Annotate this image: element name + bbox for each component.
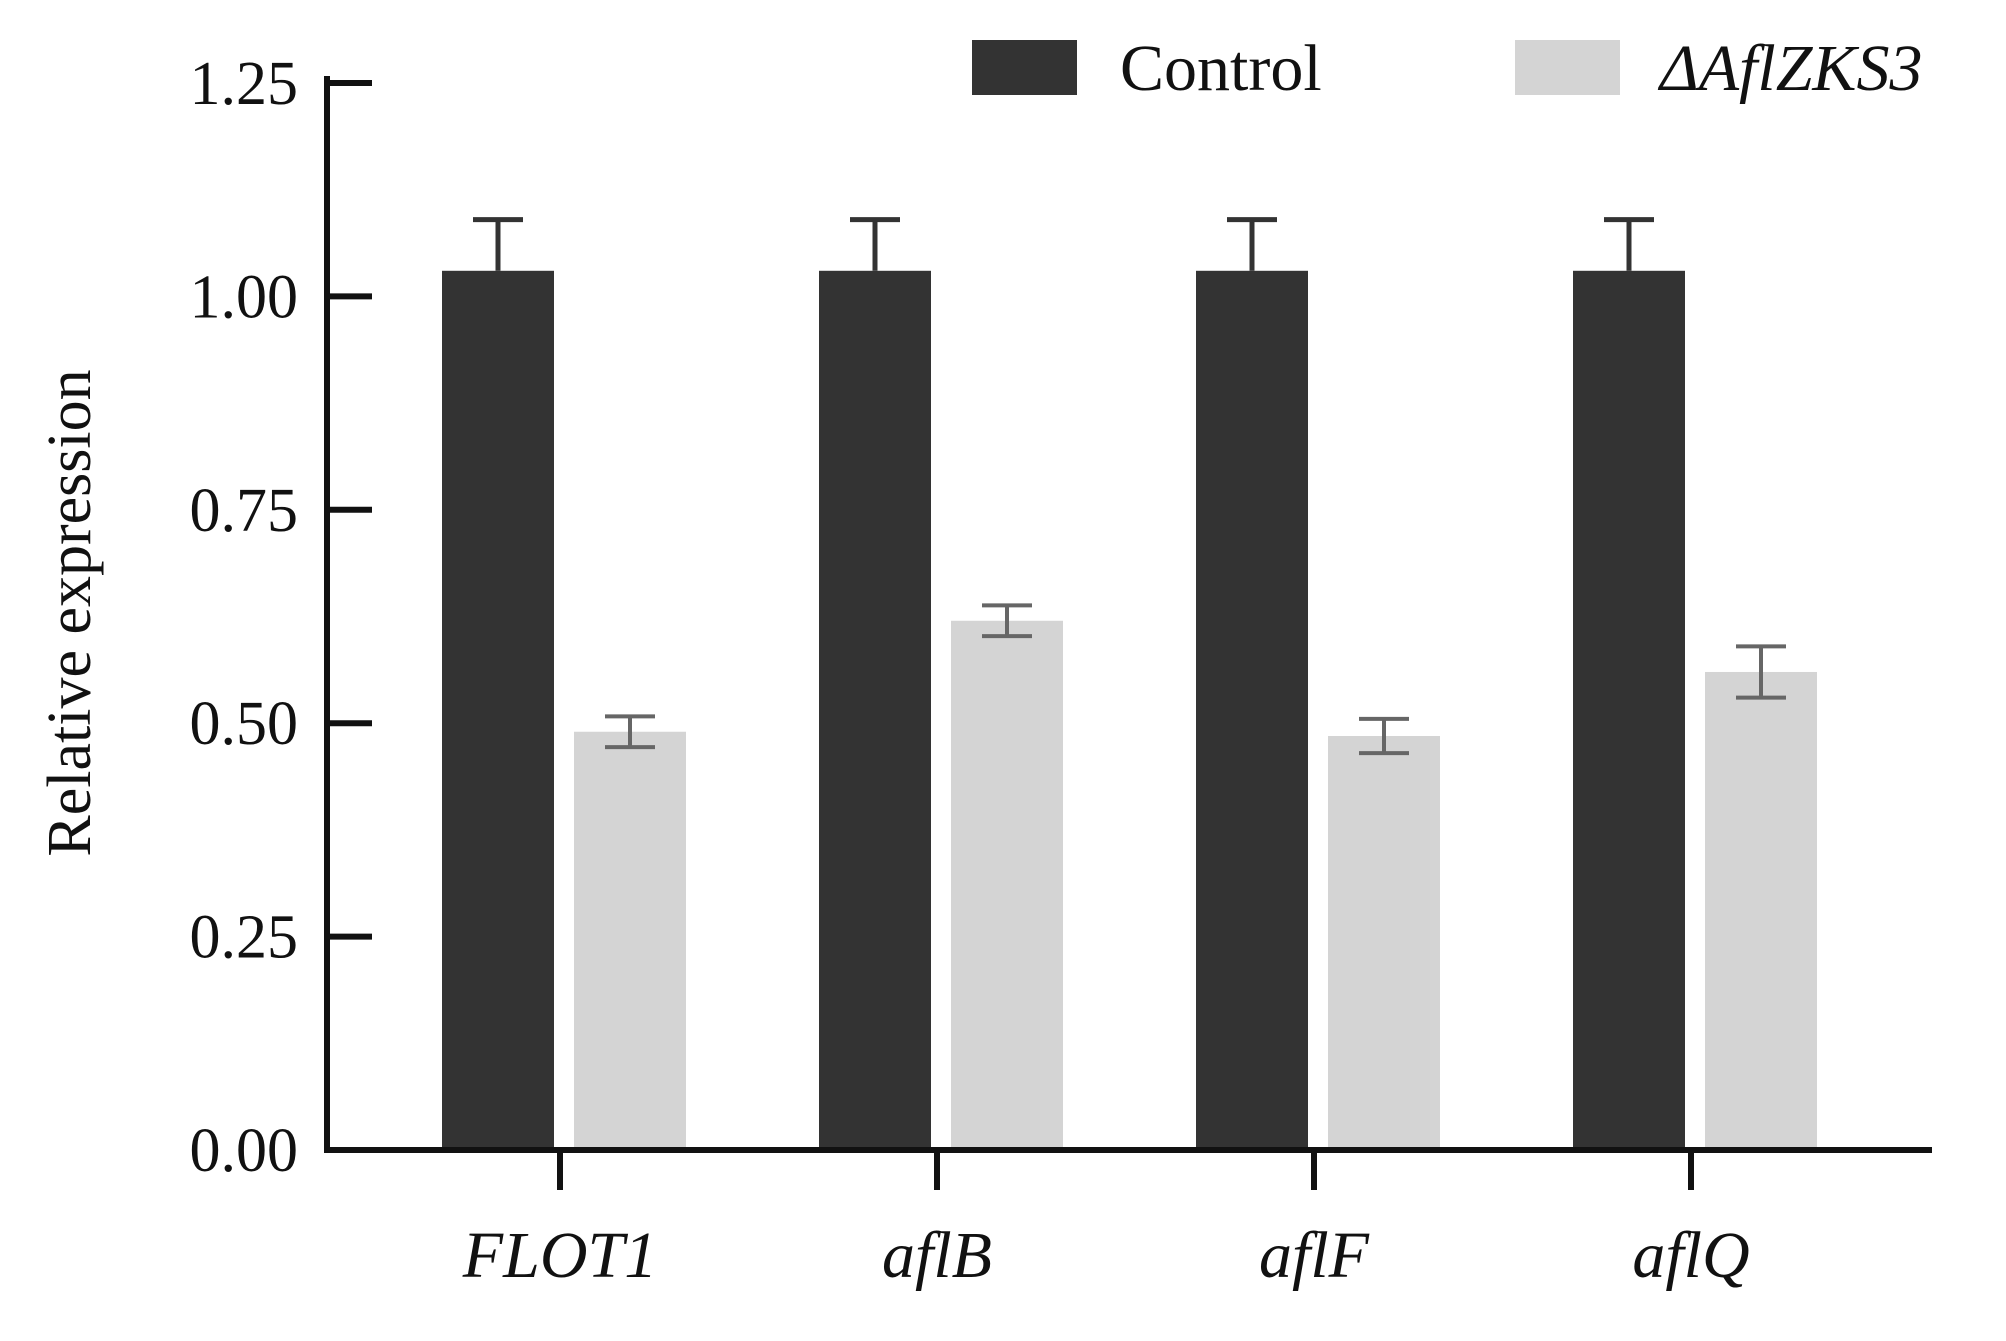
bar-mutant bbox=[574, 731, 686, 1150]
legend-label-mutant: ΔAflZKS3 bbox=[1657, 32, 1922, 105]
legend-label-control: Control bbox=[1120, 32, 1322, 105]
y-tick-label: 0.75 bbox=[190, 477, 299, 545]
x-tick-label: aflF bbox=[1259, 1219, 1370, 1292]
bar-control bbox=[819, 270, 931, 1150]
y-tick-label: 0.50 bbox=[190, 690, 299, 758]
axes-group bbox=[324, 76, 1932, 1153]
y-tick-label: 0.00 bbox=[190, 1117, 299, 1185]
y-tick-label: 1.00 bbox=[190, 263, 299, 331]
legend: Control ΔAflZKS3 bbox=[972, 32, 1922, 105]
y-tick-label: 0.25 bbox=[190, 904, 299, 972]
legend-swatch-control bbox=[972, 40, 1077, 95]
x-tick-label: FLOT1 bbox=[462, 1219, 657, 1292]
y-ticks-group: 0.00 0.25 0.50 0.75 1.00 1.25 bbox=[190, 50, 372, 1185]
bar-control bbox=[1196, 270, 1308, 1150]
bar-control bbox=[1573, 270, 1685, 1150]
legend-swatch-mutant bbox=[1515, 40, 1620, 95]
y-axis-title: Relative expression bbox=[36, 369, 104, 856]
bar-mutant bbox=[1705, 671, 1817, 1150]
bars-group bbox=[442, 217, 1817, 1150]
bar-mutant bbox=[951, 620, 1063, 1150]
y-tick-label: 1.25 bbox=[190, 50, 299, 118]
x-tick-label: aflB bbox=[882, 1219, 992, 1292]
x-ticks-group: FLOT1 aflB aflF aflQ bbox=[462, 1150, 1750, 1292]
bar-mutant bbox=[1328, 736, 1440, 1150]
x-tick-label: aflQ bbox=[1632, 1219, 1749, 1292]
bar-control bbox=[442, 270, 554, 1150]
